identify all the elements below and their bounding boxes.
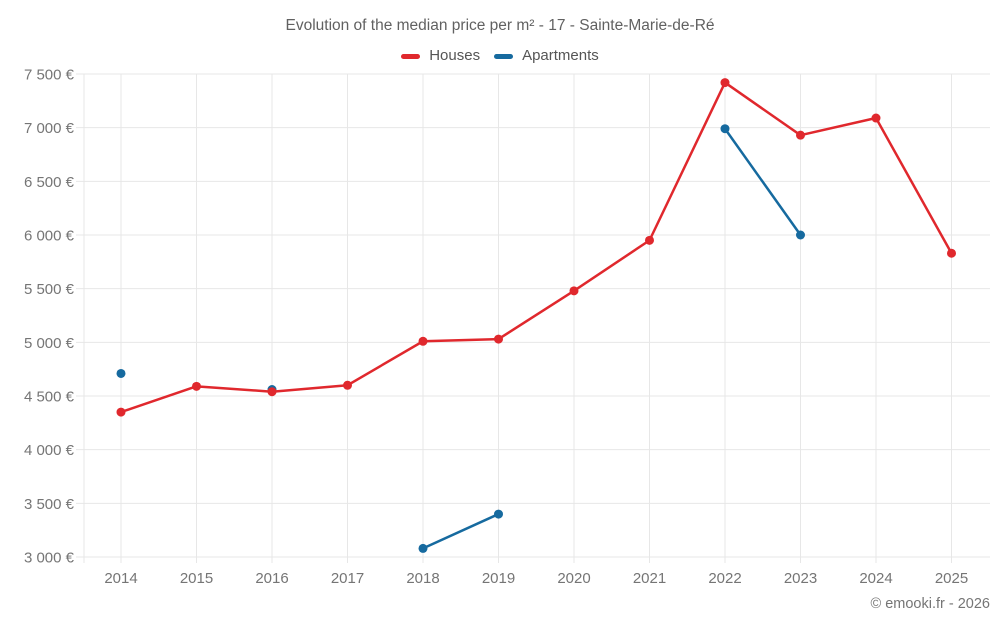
apartments-legend-label: Apartments bbox=[522, 47, 599, 64]
apartments-point-2014[interactable] bbox=[116, 368, 126, 378]
y-axis-tick-label: 4 500 € bbox=[24, 389, 75, 406]
houses-point-2014[interactable] bbox=[116, 407, 126, 417]
x-axis-tick-label: 2023 bbox=[784, 570, 817, 587]
apartments-point-2019[interactable] bbox=[494, 509, 503, 519]
legend-item-houses[interactable]: Houses bbox=[401, 47, 480, 65]
y-axis-tick-label: 3 500 € bbox=[24, 496, 75, 513]
y-axis-tick-label: 6 500 € bbox=[24, 174, 75, 191]
y-axis-tick-label: 7 500 € bbox=[24, 67, 75, 84]
y-axis-tick-label: 5 000 € bbox=[24, 335, 75, 352]
houses-point-2018[interactable] bbox=[418, 336, 428, 346]
legend: Houses Apartments bbox=[0, 47, 1000, 65]
houses-point-2022[interactable] bbox=[720, 78, 730, 88]
houses-point-2020[interactable] bbox=[569, 286, 579, 296]
x-axis-tick-label: 2025 bbox=[935, 570, 968, 587]
y-axis-tick-label: 3 000 € bbox=[24, 550, 75, 567]
apartments-legend-swatch bbox=[494, 53, 514, 59]
houses-line bbox=[119, 81, 953, 414]
apartments-line bbox=[723, 127, 802, 237]
houses-point-2023[interactable] bbox=[796, 130, 805, 140]
y-axis-tick-label: 4 000 € bbox=[24, 442, 75, 459]
copyright-footer: © emooki.fr - 2026 bbox=[870, 596, 990, 612]
houses-point-2017[interactable] bbox=[343, 380, 352, 390]
apartments-point-2023[interactable] bbox=[796, 230, 805, 240]
y-axis-tick-label: 7 000 € bbox=[24, 120, 75, 137]
x-axis-tick-label: 2014 bbox=[104, 570, 137, 587]
houses-point-2019[interactable] bbox=[494, 334, 503, 344]
apartments-point-2022[interactable] bbox=[720, 124, 730, 134]
x-axis-tick-label: 2016 bbox=[255, 570, 288, 587]
houses-point-2015[interactable] bbox=[192, 381, 201, 391]
apartments-line bbox=[421, 512, 500, 550]
y-axis-tick-label: 5 500 € bbox=[24, 281, 75, 298]
x-axis-tick-label: 2022 bbox=[708, 570, 741, 587]
houses-point-2024[interactable] bbox=[871, 113, 881, 123]
x-axis-tick-label: 2021 bbox=[633, 570, 666, 587]
x-axis-tick-label: 2020 bbox=[557, 570, 590, 587]
houses-legend-swatch bbox=[401, 53, 421, 59]
houses-point-2016[interactable] bbox=[267, 387, 277, 397]
apartments-point-2018[interactable] bbox=[418, 543, 428, 553]
x-axis-tick-label: 2019 bbox=[482, 570, 515, 587]
x-axis-tick-label: 2017 bbox=[331, 570, 364, 587]
chart-title: Evolution of the median price per m² - 1… bbox=[285, 17, 715, 34]
y-axis-tick-label: 6 000 € bbox=[24, 228, 75, 245]
houses-legend-label: Houses bbox=[429, 47, 481, 64]
x-axis-tick-label: 2018 bbox=[406, 570, 439, 587]
legend-item-apartments[interactable]: Apartments bbox=[494, 47, 599, 65]
houses-point-2021[interactable] bbox=[645, 235, 654, 245]
houses-point-2025[interactable] bbox=[947, 248, 956, 258]
x-axis-tick-label: 2015 bbox=[180, 570, 213, 587]
x-axis-tick-label: 2024 bbox=[859, 570, 892, 587]
